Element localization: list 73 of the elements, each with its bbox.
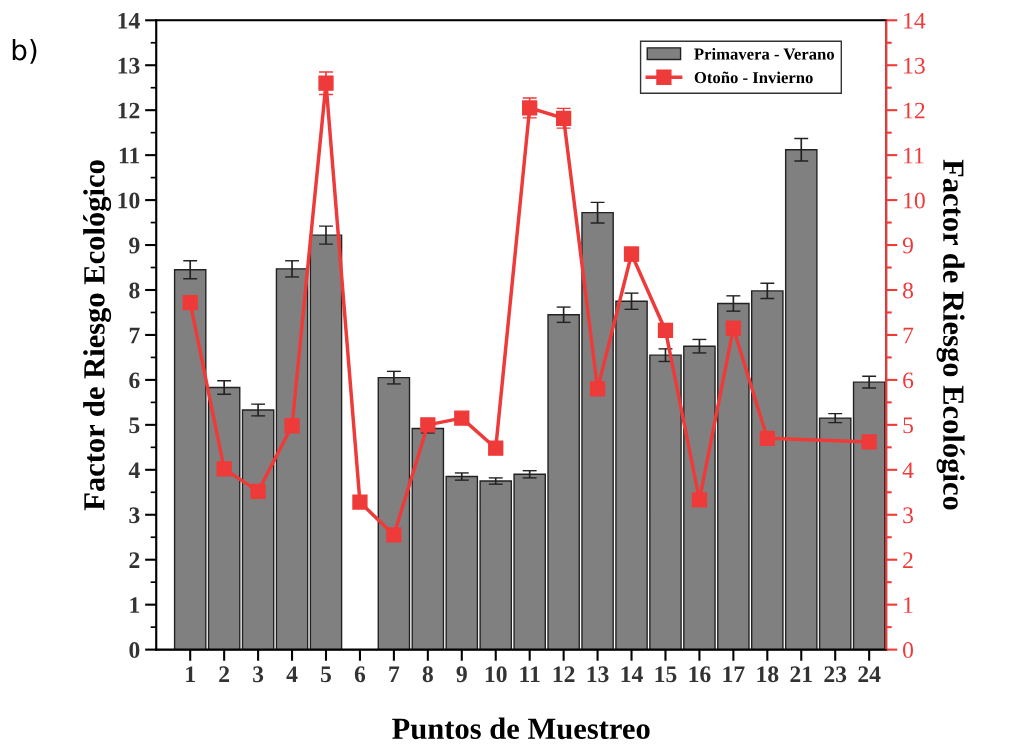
point	[250, 483, 266, 500]
point	[216, 461, 232, 477]
y-tick-label: 13	[118, 57, 140, 74]
y2-tick-label: 0	[903, 642, 914, 659]
point	[488, 440, 504, 456]
y2-tick-label: 2	[903, 552, 913, 568]
point	[589, 381, 606, 397]
point	[284, 418, 300, 434]
point	[386, 527, 402, 543]
y-tick-label: 6	[129, 372, 140, 389]
y2-tick-label: 3	[903, 507, 913, 524]
y-tick-label: 2	[129, 552, 140, 568]
point	[861, 434, 877, 450]
x-tick-label: 12	[553, 666, 575, 682]
y2-tick-label: 6	[903, 372, 914, 389]
x-tick-label: 24	[858, 666, 881, 682]
y-tick-label: 10	[118, 192, 140, 209]
x-tick-label: 3	[253, 666, 264, 683]
y-tick-label: 12	[118, 102, 140, 119]
text: b)	[12, 38, 37, 64]
point	[759, 430, 775, 446]
bar	[377, 376, 411, 650]
bar	[241, 409, 275, 650]
x-tick-label: 15	[655, 666, 677, 683]
y-tick-label: 5	[129, 417, 140, 434]
y-tick-label: 4	[128, 462, 140, 478]
y2-tick-label: 12	[904, 102, 925, 119]
y2-tick-label: 13	[904, 57, 925, 74]
point	[318, 75, 334, 91]
y-tick-label: 11	[119, 147, 140, 164]
y2-tick-label: 14	[904, 12, 926, 29]
x-tick-label: 7	[389, 666, 400, 682]
x-tick-label: 2	[219, 666, 230, 682]
y-tick-label: 7	[129, 327, 140, 344]
y2-tick-label: 11	[904, 147, 924, 164]
y2-tick-label: 9	[902, 237, 913, 254]
x-axis-title: Puntos de Muestreo	[392, 717, 650, 740]
y2-tick-label: 7	[903, 327, 914, 344]
point	[691, 492, 708, 508]
x-tick-label: 8	[422, 666, 433, 683]
x-tick-label: 17	[723, 666, 745, 682]
x-tick-label: 18	[757, 666, 779, 683]
x-tick-label: 13	[587, 666, 609, 683]
point	[352, 494, 368, 510]
y2-axis-title: Factor de Riesgo Ecológico	[936, 159, 965, 510]
x-tick-label: 21	[790, 666, 812, 682]
x-tick-label: 5	[321, 666, 332, 683]
point	[454, 410, 470, 426]
x-tick-label: 6	[354, 666, 366, 683]
legend-label: Otoño - Invierno	[694, 71, 813, 84]
x-tick-label: 9	[456, 666, 467, 683]
y-tick-label: 14	[118, 12, 140, 29]
y-axis-title: Factor de Riesgo Ecológico	[83, 160, 112, 511]
y-tick-label: 3	[129, 507, 140, 524]
y2-tick-label: 5	[903, 417, 913, 434]
x-tick-label: 23	[824, 666, 847, 683]
x-tick-label: 14	[621, 666, 643, 682]
x-tick-label: 11	[520, 666, 540, 682]
y-tick-label: 1	[130, 597, 140, 613]
x-tick-label: 4	[286, 666, 298, 682]
x-tick-label: 1	[186, 666, 195, 682]
y-tick-label: 9	[129, 237, 140, 254]
legend-label: Primavera - Verano	[694, 47, 835, 60]
x-tick-label: 10	[485, 666, 507, 683]
y2-tick-label: 8	[903, 282, 914, 299]
y2-tick-label: 4	[902, 462, 914, 478]
y2-tick-label: 10	[904, 192, 925, 209]
y-tick-label: 8	[129, 282, 140, 299]
point	[657, 322, 674, 339]
x-tick-label: 16	[689, 666, 711, 683]
point	[420, 417, 436, 433]
y2-tick-label: 1	[904, 597, 913, 613]
y-tick-label: 0	[129, 642, 140, 659]
